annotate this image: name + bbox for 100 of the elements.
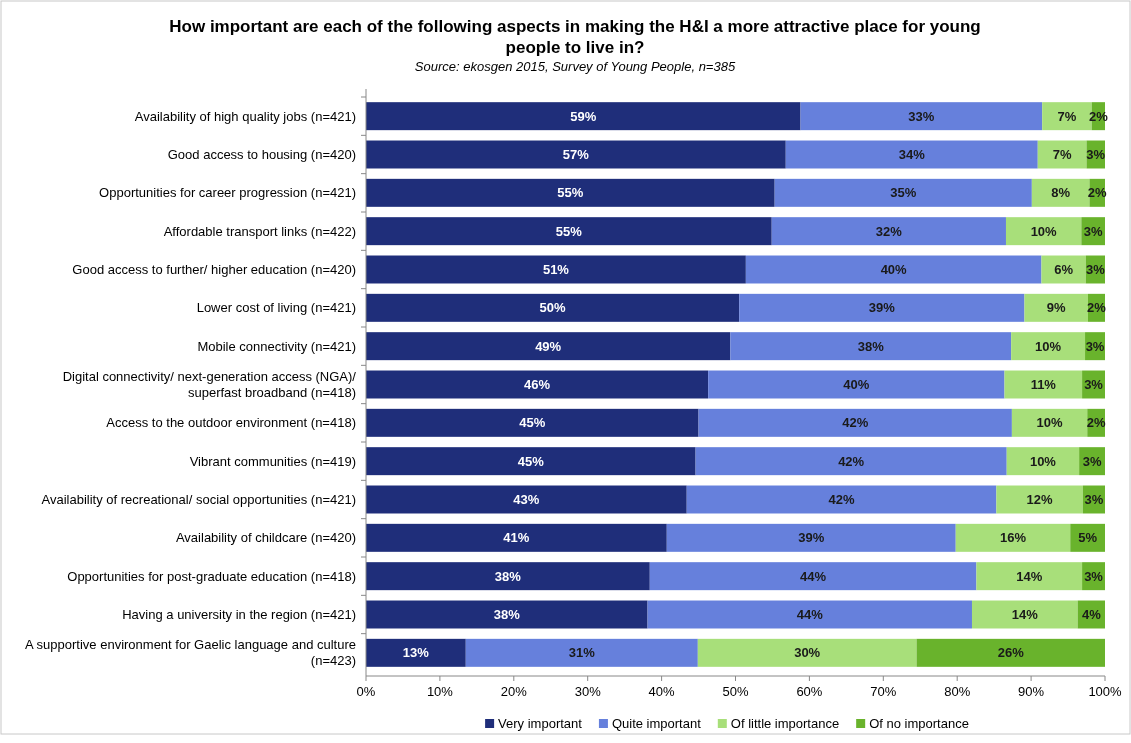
data-label: 40% <box>880 262 908 278</box>
data-label: 10% <box>1036 415 1064 431</box>
y-tick-label: Access to the outdoor environment (n=418) <box>106 415 356 431</box>
x-tick-label: 20% <box>500 684 528 699</box>
bar <box>366 255 746 284</box>
data-label: 41% <box>503 530 530 546</box>
chart-subtitle: Source: ekosgen 2015, Survey of Young People, n=385 <box>414 59 736 74</box>
bar <box>800 102 1043 131</box>
bar <box>366 140 786 169</box>
data-label: 40% <box>843 377 870 393</box>
data-label: 6% <box>1054 262 1074 278</box>
bar <box>366 408 699 437</box>
y-tick-label: Opportunities for post-graduate education (n=418) <box>67 568 356 584</box>
bar <box>366 102 801 131</box>
y-tick-label: A supportive environment for Gaelic language and culture (n=423) <box>25 637 356 669</box>
data-label: 30% <box>794 645 821 661</box>
bar <box>708 370 1005 399</box>
data-label: 4% <box>1081 607 1102 623</box>
legend-label: Of no importance <box>869 716 969 731</box>
data-label: 50% <box>539 300 567 316</box>
y-tick-label: Availability of high quality jobs (n=421) <box>134 108 356 124</box>
data-label: 38% <box>493 607 521 623</box>
data-label: 46% <box>524 377 551 393</box>
data-label: 34% <box>898 147 926 163</box>
bar <box>774 178 1032 207</box>
data-label: 9% <box>1046 300 1067 316</box>
data-label: 42% <box>828 492 855 508</box>
data-label: 39% <box>868 300 896 316</box>
bar <box>916 638 1105 667</box>
bar <box>649 562 977 591</box>
data-label: 16% <box>999 530 1027 546</box>
bar <box>955 523 1071 552</box>
bar <box>366 562 650 591</box>
bar <box>1005 217 1082 246</box>
data-label: 7% <box>1057 108 1077 124</box>
data-label: 38% <box>857 338 885 354</box>
data-label: 5% <box>1078 530 1098 546</box>
bar <box>366 447 696 476</box>
data-label: 45% <box>517 453 545 469</box>
bar <box>745 255 1042 284</box>
bar <box>366 523 667 552</box>
data-label: 59% <box>570 108 597 124</box>
x-tick-label: 90% <box>1018 684 1045 699</box>
data-label: 43% <box>513 492 540 508</box>
bar <box>465 638 698 667</box>
data-label: 44% <box>796 607 824 623</box>
bar <box>366 485 687 514</box>
bar <box>666 523 956 552</box>
data-label: 3% <box>1082 453 1102 469</box>
legend-label: Very important <box>498 716 583 731</box>
data-label: 45% <box>519 415 546 431</box>
y-tick-label: Availability of childcare (n=420) <box>175 530 356 546</box>
data-label: 10% <box>1030 223 1058 239</box>
data-label: 51% <box>542 262 570 278</box>
y-tick-label: Mobile connectivity (n=421) <box>197 338 356 354</box>
data-label: 3% <box>1085 262 1106 278</box>
bar <box>697 638 917 667</box>
data-label: 26% <box>997 645 1025 661</box>
bar <box>366 638 466 667</box>
x-tick-label: 100% <box>1088 684 1123 699</box>
bar <box>1031 178 1090 207</box>
data-label: 3% <box>1083 223 1104 239</box>
bar <box>730 332 1012 361</box>
y-tick-label: Affordable transport links (n=422) <box>163 223 356 239</box>
y-tick-label: Good access to housing (n=420) <box>167 147 356 163</box>
y-tick-label: Vibrant communities (n=419) <box>189 453 356 469</box>
bar <box>366 293 740 322</box>
data-label: 3% <box>1084 568 1104 584</box>
data-label: 3% <box>1084 492 1104 508</box>
bar <box>771 217 1006 246</box>
data-label: 35% <box>890 185 917 201</box>
bar <box>695 447 1007 476</box>
data-label: 12% <box>1026 492 1054 508</box>
data-label: 3% <box>1085 338 1105 354</box>
data-label: 11% <box>1030 377 1057 393</box>
data-label: 39% <box>798 530 825 546</box>
y-tick-label: Availability of recreational/ social opportunities (n=421) <box>41 492 356 508</box>
x-tick-label: 30% <box>574 684 602 699</box>
data-label: 55% <box>555 223 583 239</box>
data-label: 14% <box>1016 568 1043 584</box>
bar <box>366 178 775 207</box>
bar <box>976 562 1083 591</box>
bar <box>1011 408 1088 437</box>
bar <box>647 600 972 629</box>
y-tick-label: Digital connectivity/ next-generation access (NGA)/ superfast broadband (n=418) <box>62 369 357 401</box>
data-label: 14% <box>1011 607 1039 623</box>
bar <box>698 408 1012 437</box>
y-tick-label: Having a university in the region (n=421) <box>122 607 356 623</box>
data-label: 3% <box>1086 147 1106 163</box>
data-label: 7% <box>1052 147 1072 163</box>
data-label: 44% <box>800 568 827 584</box>
bar <box>1004 370 1083 399</box>
data-label: 38% <box>494 568 522 584</box>
x-tick-label: 0% <box>356 684 376 699</box>
bar <box>366 332 731 361</box>
data-label: 55% <box>557 185 584 201</box>
data-label: 31% <box>568 645 596 661</box>
bar <box>1024 293 1088 322</box>
data-label: 10% <box>1035 338 1062 354</box>
data-label: 33% <box>908 108 935 124</box>
